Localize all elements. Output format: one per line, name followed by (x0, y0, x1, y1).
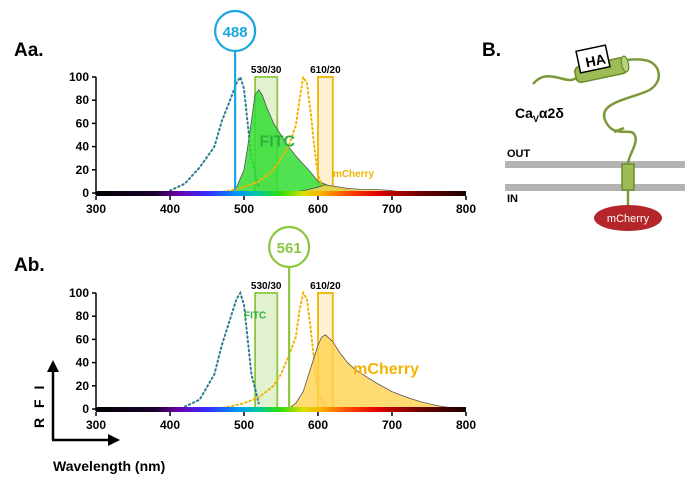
y-tick-label: 80 (76, 93, 90, 107)
y-tick-label: 40 (76, 140, 90, 154)
filter-label-530-30: 530/30 (251, 65, 282, 76)
protein-name-sub: V (533, 114, 539, 124)
panel-b: B. OUT IN HA mCherry CaVα2δ (482, 40, 685, 231)
ha-tag-label: HA (584, 51, 607, 71)
x-tick-label: 600 (308, 418, 328, 432)
out-label: OUT (507, 148, 531, 160)
plot-aa: 530/30 610/20 0 20 40 60 80 100 300 400 500 600 700 8… (69, 9, 476, 216)
spectrum-bar (96, 191, 466, 196)
transmembrane-segment (621, 163, 635, 191)
mcherry-fusion (594, 205, 662, 231)
x-tick-label: 400 (160, 202, 180, 216)
y-tick-label: 80 (76, 309, 90, 323)
y-tick-label: 100 (69, 70, 89, 84)
y-tick-label: 0 (82, 186, 89, 200)
y-tick-label: 0 (82, 402, 89, 416)
y-tick-label: 40 (76, 356, 90, 370)
series-mcherry-emission (287, 334, 459, 410)
filter-label-610-20: 610/20 (310, 65, 341, 76)
y-axis-title: R F I (31, 383, 47, 428)
y-tick-label: 100 (69, 286, 89, 300)
laser-label-488: 488 (223, 24, 248, 41)
panel-aa-label: Aa. (14, 40, 44, 61)
series-mcherry-excitation (213, 290, 327, 410)
series-fitc-excitation (169, 74, 260, 192)
x-tick-label: 400 (160, 418, 180, 432)
dye-label-mcherry: mCherry (353, 361, 419, 378)
protein-name: CaVα2δ (515, 105, 564, 124)
dye-label-fitc: FITC (260, 134, 296, 151)
y-tick-label: 20 (76, 163, 90, 177)
series-mcherry-excitation (213, 74, 327, 194)
y-arrow-head (47, 360, 59, 372)
y-tick-label: 60 (76, 116, 90, 130)
panel-aa: Aa. 530/30 610/20 0 20 40 60 80 100 300 400 500 600… (14, 9, 476, 216)
ha-tag-box (575, 44, 611, 74)
y-tick-label: 20 (76, 379, 90, 393)
ha-cylinder-end (620, 55, 630, 73)
mcherry-fusion-label: mCherry (607, 213, 650, 225)
filter-band-610-20 (317, 76, 334, 194)
x-tick-label: 800 (456, 418, 476, 432)
filter-label-610-20: 610/20 (310, 281, 341, 292)
x-tick-label: 800 (456, 202, 476, 216)
dye-label-fitc: FITC (244, 311, 266, 322)
protein-name-main: Ca (515, 105, 533, 121)
x-tick-label: 500 (234, 202, 254, 216)
spectrum-bar (96, 407, 466, 412)
filter-label-530-30: 530/30 (251, 281, 282, 292)
x-tick-label: 600 (308, 202, 328, 216)
in-label: IN (507, 193, 518, 205)
protein-name-rest: α2δ (539, 105, 564, 121)
dye-label-mcherry: mCherry (333, 169, 375, 180)
x-axis-title: Wavelength (nm) (53, 458, 165, 474)
laser-circle-561 (268, 225, 311, 269)
x-tick-label: 700 (382, 418, 402, 432)
panel-b-label: B. (482, 40, 501, 61)
x-tick-label: 300 (86, 202, 106, 216)
plot-ab: 530/30 610/20 0 20 40 60 80 100 300 400 500 600 700 8… (69, 225, 476, 432)
membrane-inner-leaflet (505, 184, 685, 191)
panel-ab-label: Ab. (14, 255, 45, 276)
y-tick-label: 60 (76, 332, 90, 346)
x-tick-label: 700 (382, 202, 402, 216)
x-arrow-head (108, 434, 120, 446)
series-fitc-excitation (183, 290, 260, 408)
axis-arrows: R F I Wavelength (nm) (31, 360, 165, 474)
panel-ab: Ab. 530/30 610/20 0 20 40 60 80 100 300 400 500 600… (14, 225, 476, 432)
x-tick-label: 300 (86, 418, 106, 432)
laser-label-561: 561 (277, 240, 302, 257)
laser-circle-488 (214, 9, 257, 53)
x-tick-label: 500 (234, 418, 254, 432)
membrane-outer-leaflet (505, 161, 685, 168)
disulfide-bond (613, 126, 625, 134)
